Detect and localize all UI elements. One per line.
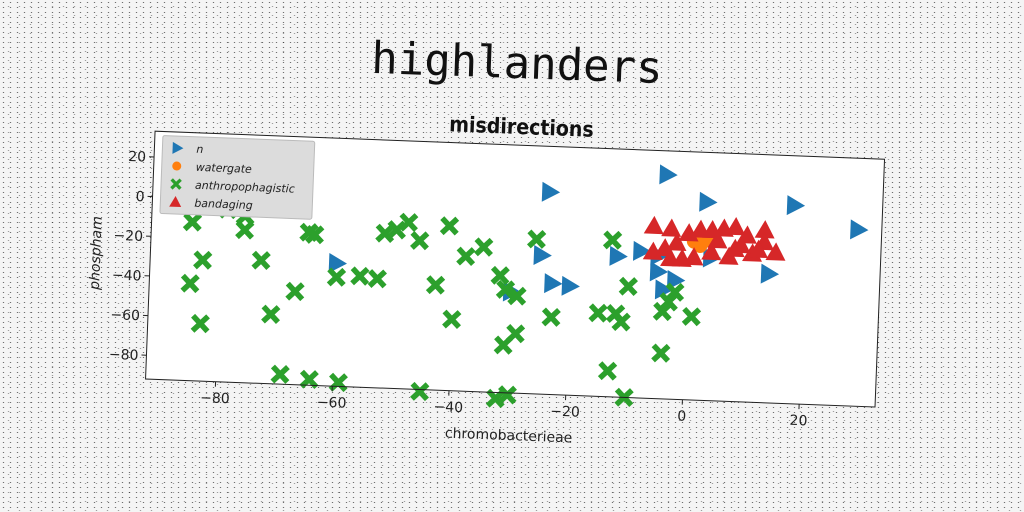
y-tick-label: 0 <box>135 189 145 205</box>
data-point-anthropophagistic <box>439 216 460 236</box>
data-point-anthropophagistic <box>456 246 476 266</box>
data-point-bandaging <box>666 232 687 251</box>
data-point-n <box>328 252 348 273</box>
data-point-anthropophagistic <box>299 369 319 389</box>
data-point-anthropophagistic <box>507 286 527 306</box>
data-point-n <box>541 181 561 202</box>
y-tick-label: −20 <box>113 228 143 245</box>
data-point-anthropophagistic <box>182 212 203 232</box>
data-point-bandaging <box>642 241 663 260</box>
y-axis-label: phospham <box>87 216 106 291</box>
legend-marker-n <box>172 141 184 154</box>
data-point-anthropophagistic <box>495 279 516 300</box>
y-tick-label: −40 <box>112 267 142 284</box>
data-point-bandaging <box>661 218 682 237</box>
x-tick-label: 20 <box>789 413 807 430</box>
legend-label: n <box>196 143 203 156</box>
data-point-n <box>786 195 806 216</box>
data-point-n <box>633 240 652 261</box>
x-tick-label: 0 <box>677 408 687 424</box>
data-point-bandaging <box>707 230 728 249</box>
data-point-anthropophagistic <box>367 269 387 289</box>
data-point-anthropophagistic <box>659 292 679 312</box>
y-tick-label: −80 <box>109 347 139 364</box>
data-point-anthropophagistic <box>485 388 506 409</box>
data-point-anthropophagistic <box>410 381 430 402</box>
data-point-anthropophagistic <box>652 301 673 322</box>
data-point-anthropophagistic <box>180 273 200 294</box>
data-point-n <box>649 261 669 282</box>
data-point-anthropophagistic <box>328 372 348 393</box>
data-point-anthropophagistic <box>285 281 305 302</box>
data-point-anthropophagistic <box>618 276 638 297</box>
data-point-n <box>699 191 718 212</box>
data-point-anthropophagistic <box>410 230 430 251</box>
data-point-n <box>544 273 563 294</box>
data-point-bandaging <box>660 248 681 267</box>
data-point-anthropophagistic <box>425 275 446 295</box>
data-point-anthropophagistic <box>505 324 526 344</box>
data-point-anthropophagistic <box>497 385 517 405</box>
data-point-anthropophagistic <box>193 250 213 270</box>
data-point-anthropophagistic <box>490 265 510 286</box>
legend-label: anthropophagistic <box>195 179 295 196</box>
data-point-bandaging <box>701 241 722 261</box>
data-point-n <box>561 275 580 296</box>
data-point-anthropophagistic <box>235 220 255 240</box>
data-point-anthropophagistic <box>651 343 671 363</box>
legend-label: bandaging <box>194 197 253 212</box>
data-point-anthropophagistic <box>305 224 325 245</box>
y-axis-ticks: 20 0 −20 −40 −60 −80 <box>109 149 155 364</box>
x-axis-label: chromobacterieae <box>445 426 573 447</box>
data-point-bandaging <box>724 238 745 258</box>
data-point-anthropophagistic <box>665 282 685 302</box>
data-point-bandaging <box>748 239 769 259</box>
legend-marker-watergate <box>172 161 182 171</box>
y-tick-label: −60 <box>110 307 140 324</box>
x-tick-label: −60 <box>317 395 347 412</box>
data-point-anthropophagistic <box>399 212 419 232</box>
data-point-n <box>609 245 628 266</box>
data-point-anthropophagistic <box>251 250 271 271</box>
data-point-anthropophagistic <box>588 303 608 323</box>
data-point-bandaging <box>754 220 775 239</box>
data-point-bandaging <box>725 216 746 236</box>
data-point-anthropophagistic <box>611 312 631 332</box>
legend-label: watergate <box>195 161 252 176</box>
data-point-anthropophagistic <box>681 306 702 327</box>
x-tick-label: −20 <box>550 404 580 421</box>
legend-marker-anthropophagistic <box>170 178 182 190</box>
x-tick-label: −80 <box>200 390 230 407</box>
data-point-bandaging <box>683 247 704 266</box>
x-axis-ticks: −80 −60 −40 −20 0 20 <box>200 381 808 429</box>
data-points <box>180 164 869 409</box>
data-point-anthropophagistic <box>261 304 281 324</box>
data-point-anthropophagistic <box>375 223 395 243</box>
data-point-anthropophagistic <box>442 309 462 329</box>
data-point-anthropophagistic <box>270 364 290 384</box>
data-point-anthropophagistic <box>350 266 370 286</box>
data-point-anthropophagistic <box>541 307 561 327</box>
data-point-n <box>659 164 678 185</box>
chart-title: misdirections <box>449 111 594 142</box>
data-point-anthropophagistic <box>597 361 618 381</box>
data-point-anthropophagistic <box>326 267 347 287</box>
data-point-n <box>654 279 674 300</box>
x-tick-label: −40 <box>433 399 463 416</box>
data-point-anthropophagistic <box>190 313 210 334</box>
data-point-anthropophagistic <box>526 229 547 249</box>
legend-marker-bandaging <box>169 196 182 208</box>
data-point-anthropophagistic <box>602 230 623 250</box>
y-tick-label: 20 <box>128 149 146 166</box>
plot-frame <box>145 130 886 408</box>
data-point-n <box>850 219 869 240</box>
data-point-n <box>760 263 780 284</box>
data-point-anthropophagistic <box>474 237 494 257</box>
data-point-n <box>533 244 552 265</box>
data-point-bandaging <box>643 215 664 235</box>
legend-box <box>159 135 316 220</box>
data-point-bandaging <box>765 242 786 261</box>
